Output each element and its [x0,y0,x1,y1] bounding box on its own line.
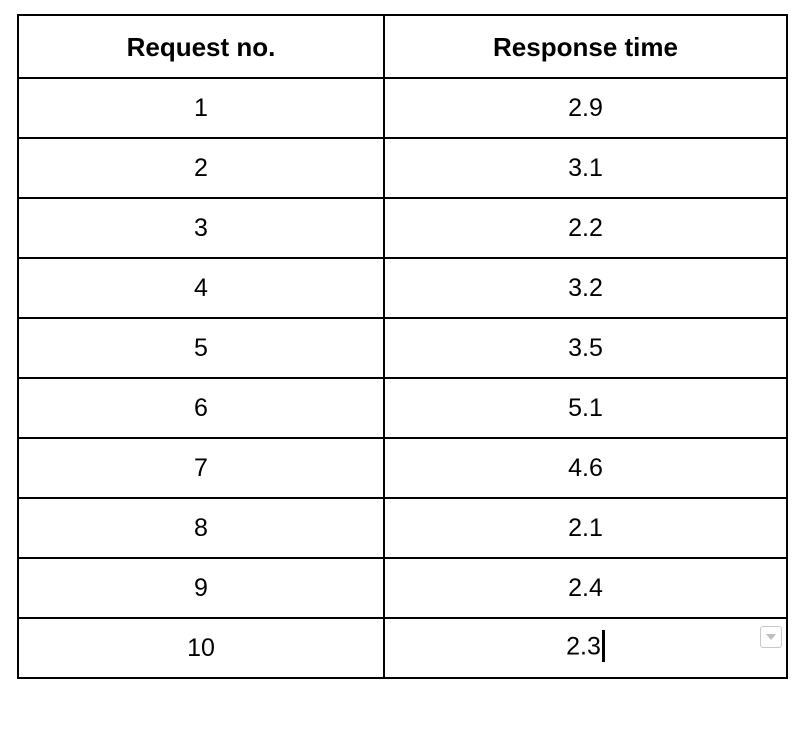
chevron-down-icon [765,633,777,641]
table-row: 4 3.2 [17,257,788,319]
request-no-cell[interactable]: 7 [17,437,385,499]
request-no-cell[interactable]: 5 [17,317,385,379]
response-time-cell[interactable]: 2.1 [383,497,788,559]
request-no-cell[interactable]: 1 [17,77,385,139]
table-row: 1 2.9 [17,77,788,139]
header-row: Request no. Response time [17,14,788,79]
response-time-cell[interactable]: 2.4 [383,557,788,619]
response-time-cell[interactable]: 3.1 [383,137,788,199]
response-time-value: 2.3 [566,632,601,661]
response-time-cell[interactable]: 4.6 [383,437,788,499]
table-row: 8 2.1 [17,497,788,559]
response-time-cell[interactable]: 2.2 [383,197,788,259]
response-time-cell[interactable]: 3.5 [383,317,788,379]
table-row: 10 2.3 [17,617,788,679]
request-no-cell[interactable]: 8 [17,497,385,559]
request-no-cell[interactable]: 10 [17,617,385,679]
response-time-table: Request no. Response time 1 2.9 2 3.1 3 … [17,14,788,679]
response-time-cell[interactable]: 3.2 [383,257,788,319]
table-row: 9 2.4 [17,557,788,619]
request-no-cell[interactable]: 6 [17,377,385,439]
request-no-cell[interactable]: 2 [17,137,385,199]
header-request-no[interactable]: Request no. [17,14,385,79]
response-time-cell[interactable]: 2.9 [383,77,788,139]
table-row: 2 3.1 [17,137,788,199]
table-row: 3 2.2 [17,197,788,259]
request-no-cell[interactable]: 4 [17,257,385,319]
header-response-time[interactable]: Response time [383,14,788,79]
text-cursor [601,630,605,662]
cell-menu-button[interactable] [760,626,782,648]
request-no-cell[interactable]: 9 [17,557,385,619]
response-time-cell-active[interactable]: 2.3 [383,617,788,679]
active-cell-content: 2.3 [566,630,605,664]
request-no-cell[interactable]: 3 [17,197,385,259]
table-row: 6 5.1 [17,377,788,439]
table-row: 5 3.5 [17,317,788,379]
response-time-cell[interactable]: 5.1 [383,377,788,439]
table-row: 7 4.6 [17,437,788,499]
